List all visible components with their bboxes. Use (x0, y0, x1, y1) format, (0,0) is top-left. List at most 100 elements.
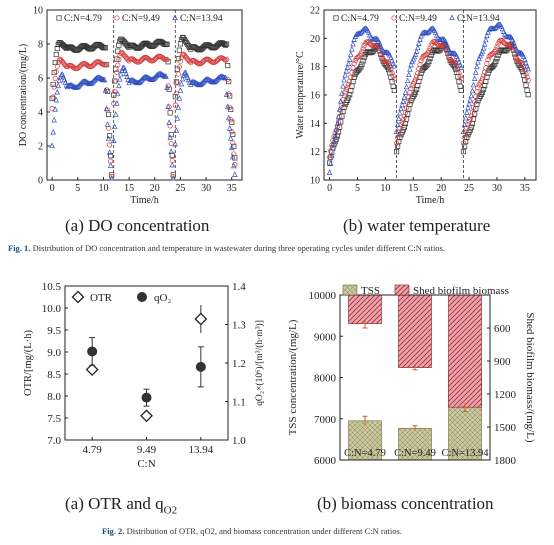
chart-b-point (412, 51, 419, 57)
chart-a-point (167, 123, 173, 129)
chart-b-point (496, 21, 502, 27)
chart-b-point (329, 152, 335, 158)
chart-b-point (525, 92, 531, 98)
chart-d-y2-tick-label: 600 (494, 323, 511, 335)
chart-b-point (484, 32, 490, 39)
chart-b-point (464, 125, 470, 131)
chart-b-point (451, 50, 458, 56)
chart-a-point (56, 77, 63, 84)
chart-a-legend-marker (56, 15, 62, 21)
chart-b-point (360, 46, 366, 52)
chart-a-point (173, 127, 180, 133)
chart-a-point (106, 111, 112, 118)
chart-b-point (397, 125, 403, 131)
chart-b-y-axis-label: Water temperature/°C (295, 51, 306, 139)
chart-b-point (360, 26, 366, 33)
chart-b-point (427, 55, 433, 62)
chart-b-point (344, 84, 350, 90)
chart-b-point (507, 33, 514, 40)
chart-a-point (232, 171, 238, 177)
chart-b-point (493, 46, 499, 53)
chart-c-x-tick-label: 4.79 (83, 444, 103, 456)
chart-a-point (222, 74, 229, 81)
chart-b-point (341, 76, 347, 83)
chart-a-point (69, 82, 76, 89)
chart-c-y-axis-label: OTR/[mg/(L·h) (23, 330, 34, 396)
chart-b-point (400, 116, 406, 123)
chart-b-x-tick-label: 20 (436, 183, 446, 194)
chart-a-point (172, 94, 178, 100)
chart-b-point (399, 119, 405, 125)
chart-c-y-tick-label: 8.0 (47, 391, 61, 403)
chart-b-point (466, 119, 472, 125)
chart-a-point (50, 128, 56, 135)
chart-a-point (229, 153, 236, 160)
chart-a-point (130, 77, 136, 83)
chart-b-point (447, 48, 453, 55)
chart-a-point (53, 69, 59, 75)
chart-a-point (211, 78, 218, 85)
chart-a-point (179, 52, 186, 58)
chart-b-point (332, 130, 338, 136)
chart-b-x-tick-label: 5 (355, 183, 360, 194)
chart-a-point (166, 119, 172, 125)
chart-b-point (470, 104, 477, 110)
chart-b-point (395, 115, 402, 121)
chart-b-point (479, 76, 485, 82)
chart-b-point (348, 51, 354, 57)
chart-b-point (485, 57, 491, 63)
chart-b-caption: (b) water temperature (343, 216, 491, 235)
chart-b-point (465, 104, 471, 111)
chart-a-point (176, 47, 182, 53)
chart-b-point (479, 89, 485, 95)
chart-b-point (417, 74, 423, 80)
chart-b-point (400, 98, 406, 104)
chart-b-point (342, 71, 348, 78)
chart-b-point (460, 149, 467, 155)
chart-a-point (174, 80, 180, 86)
chart-a-point (112, 111, 119, 117)
chart-b-point (356, 30, 363, 36)
chart-a-legend-marker (114, 15, 120, 21)
chart-a-point (226, 125, 233, 131)
figure-1-caption: Fig. 1. Distribution of DO concentration… (8, 243, 445, 253)
chart-b-point (451, 59, 458, 65)
chart-b-point (406, 94, 412, 100)
chart-a-point (51, 84, 57, 90)
chart-b-point (444, 48, 450, 54)
chart-b-point (349, 45, 355, 52)
chart-a-point (175, 71, 181, 77)
chart-a-point (68, 82, 75, 88)
chart-c-x-tick-label: 9.49 (137, 444, 157, 456)
chart-a-y-tick-label: 0 (38, 176, 43, 187)
chart-a-point (170, 172, 176, 178)
chart-b-point (348, 74, 354, 80)
chart-b-point (361, 54, 367, 61)
chart-b-point (351, 74, 357, 80)
chart-a-point (230, 140, 236, 146)
chart-b-legend-marker (449, 14, 455, 21)
chart-b-point (407, 66, 413, 72)
chart-a-point (115, 48, 121, 54)
chart-a-point (202, 77, 208, 83)
chart-a-y-axis-label: DO concentration/(mg/L) (18, 44, 29, 146)
chart-a-point (158, 70, 164, 77)
chart-b-x-tick-label: 35 (520, 183, 530, 194)
chart-d-y2-axis-label: Shed biofilm biomass/(mg/L) (524, 312, 536, 442)
chart-a-y-tick-label: 2 (38, 142, 43, 153)
chart-b-point (484, 60, 490, 67)
chart-b-point (467, 116, 473, 122)
chart-b-point (326, 169, 333, 175)
chart-b-point (523, 59, 529, 66)
chart-b-point (386, 67, 392, 73)
chart-b-point (458, 64, 465, 70)
chart-a-point (205, 76, 211, 82)
chart-c-y-tick-label: 8.5 (47, 369, 61, 381)
chart-b-point (453, 66, 459, 72)
chart-d-y2-tick-label: 1800 (494, 455, 517, 467)
chart-b-point (510, 39, 517, 45)
chart-a-point (166, 86, 172, 92)
chart-d-tss-bar (348, 420, 382, 461)
chart-a-point (114, 100, 120, 106)
